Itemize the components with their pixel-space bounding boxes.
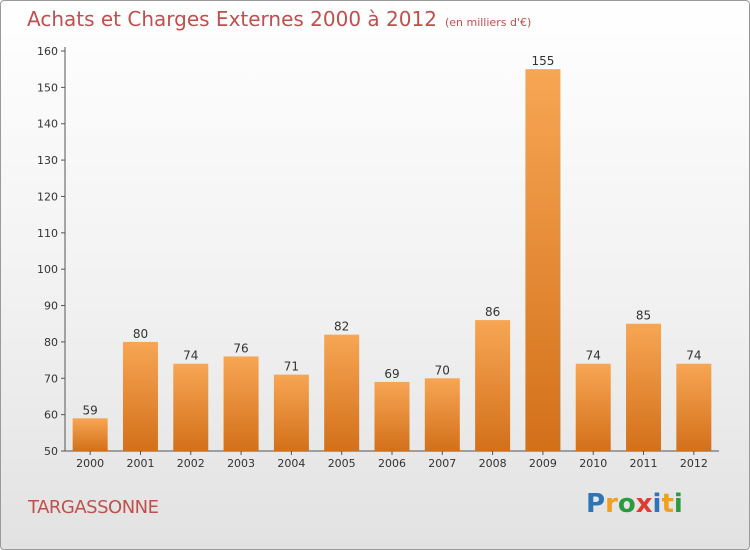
bar	[273, 374, 309, 451]
data-label: 74	[686, 349, 701, 363]
data-label: 85	[636, 309, 651, 323]
x-tick-label: 2004	[277, 457, 305, 470]
logo-letter: t	[661, 489, 674, 519]
x-tick-label: 2009	[529, 457, 557, 470]
x-tick-label: 2005	[328, 457, 356, 470]
y-tick-label: 140	[37, 118, 58, 131]
logo-letter: r	[605, 489, 618, 519]
y-tick-label: 60	[44, 409, 58, 422]
y-tick-label: 110	[37, 227, 58, 240]
logo-letter: P	[586, 489, 606, 519]
data-label: 70	[435, 363, 450, 377]
proxiti-logo: Proxiti	[586, 489, 683, 519]
y-tick-label: 120	[37, 190, 58, 203]
logo-letter: i	[652, 489, 662, 519]
x-tick-label: 2012	[680, 457, 708, 470]
bar	[122, 341, 158, 451]
x-tick-label: 2003	[227, 457, 255, 470]
x-tick-label: 2001	[126, 457, 154, 470]
chart-title: Achats et Charges Externes 2000 à 2012 (e…	[27, 7, 532, 31]
x-tick-label: 2006	[378, 457, 406, 470]
data-label: 69	[384, 367, 399, 381]
data-label: 82	[334, 320, 349, 334]
chart-unit: (en milliers d'€)	[444, 16, 532, 29]
x-tick-label: 2007	[428, 457, 456, 470]
logo-letter: i	[673, 489, 683, 519]
y-tick-label: 100	[37, 263, 58, 276]
data-label: 86	[485, 305, 500, 319]
y-tick-label: 90	[44, 300, 58, 313]
x-tick-label: 2011	[630, 457, 658, 470]
x-tick-label: 2000	[76, 457, 104, 470]
bar	[575, 363, 611, 451]
bar	[374, 381, 410, 451]
bar	[223, 356, 259, 451]
bar	[475, 320, 511, 451]
y-tick-label: 130	[37, 154, 58, 167]
data-label: 74	[586, 349, 601, 363]
data-label: 59	[83, 403, 98, 417]
y-tick-label: 150	[37, 81, 58, 94]
y-tick-label: 50	[44, 445, 58, 458]
bar	[72, 418, 108, 451]
data-label: 74	[183, 349, 198, 363]
bar	[676, 363, 712, 451]
x-tick-label: 2010	[579, 457, 607, 470]
data-label: 76	[233, 341, 248, 355]
x-tick-label: 2008	[479, 457, 507, 470]
y-tick-label: 160	[37, 45, 58, 58]
x-tick-label: 2002	[177, 457, 205, 470]
bar	[173, 363, 209, 451]
data-label: 71	[284, 360, 299, 374]
bar	[324, 334, 360, 451]
data-label: 80	[133, 327, 148, 341]
data-label: 155	[531, 54, 554, 68]
commune-name: TARGASSONNE	[28, 497, 159, 518]
logo-letter: o	[617, 489, 636, 519]
bar	[626, 323, 662, 451]
bar	[525, 69, 561, 451]
y-tick-label: 80	[44, 336, 58, 349]
bar	[424, 378, 460, 451]
y-tick-label: 70	[44, 372, 58, 385]
logo-letter: x	[635, 489, 653, 519]
